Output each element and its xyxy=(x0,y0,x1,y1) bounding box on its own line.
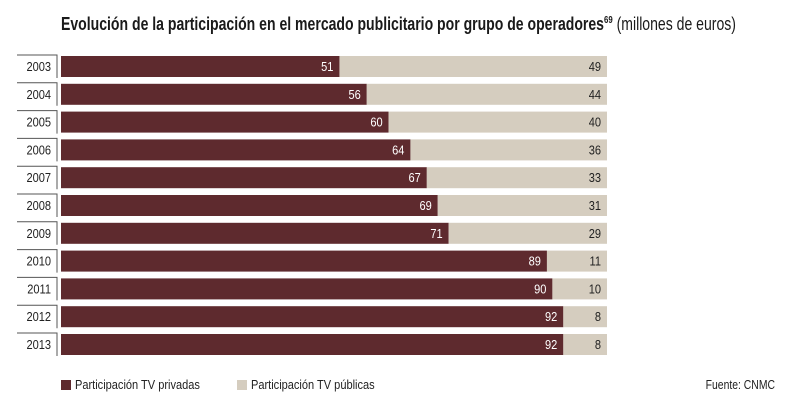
value-label-private: 89 xyxy=(529,254,542,269)
year-label: 2012 xyxy=(26,309,51,324)
value-label-public: 10 xyxy=(589,282,602,297)
year-label-frame xyxy=(17,137,58,162)
value-label-private: 56 xyxy=(348,87,361,102)
bar-public xyxy=(426,167,607,189)
bar-public xyxy=(552,278,607,300)
value-label-public: 8 xyxy=(595,309,601,324)
year-label-frame xyxy=(17,276,58,301)
chart-title: Evolución de la participación en el merc… xyxy=(61,14,736,34)
value-label-public: 8 xyxy=(595,337,601,352)
year-label-frame xyxy=(17,54,58,78)
bar-private xyxy=(61,278,553,300)
bar-private xyxy=(61,222,449,244)
bar-private xyxy=(61,334,564,355)
value-label-public: 11 xyxy=(590,254,602,269)
bar-public xyxy=(366,83,607,105)
value-label-private: 92 xyxy=(545,337,558,352)
year-label: 2013 xyxy=(26,337,51,352)
year-label: 2011 xyxy=(27,282,51,297)
bar-public xyxy=(410,139,607,161)
value-label-public: 44 xyxy=(589,87,602,102)
bar-public xyxy=(448,222,607,244)
bar-private xyxy=(61,83,367,105)
bar-private xyxy=(61,111,389,133)
value-label-private: 60 xyxy=(370,115,383,130)
legend-swatch xyxy=(237,380,247,390)
bar-public xyxy=(339,56,607,77)
bar-public xyxy=(388,111,607,133)
year-label: 2010 xyxy=(26,254,51,269)
year-label: 2008 xyxy=(26,198,51,213)
value-label-private: 92 xyxy=(545,309,558,324)
value-label-public: 29 xyxy=(589,226,602,241)
year-label-frame xyxy=(17,221,58,245)
source-note: Fuente: CNMC xyxy=(706,378,776,392)
year-label: 2004 xyxy=(26,87,51,102)
bar-public xyxy=(437,195,607,216)
bar-private xyxy=(61,195,438,216)
year-label-frame xyxy=(17,332,58,356)
value-label-public: 49 xyxy=(589,59,602,74)
value-label-private: 67 xyxy=(409,170,422,185)
bar-private xyxy=(61,139,411,161)
bar-private xyxy=(61,250,547,272)
value-label-private: 69 xyxy=(419,198,432,213)
year-label-frame xyxy=(17,304,58,329)
year-label: 2009 xyxy=(26,226,51,241)
year-label-frame xyxy=(17,82,58,106)
year-label-frame xyxy=(17,110,58,134)
value-label-public: 33 xyxy=(589,170,602,185)
year-label: 2005 xyxy=(26,115,51,130)
value-label-public: 36 xyxy=(589,143,602,158)
year-label-frame xyxy=(17,165,58,190)
value-label-public: 40 xyxy=(589,115,602,130)
legend-label: Participación TV privadas xyxy=(75,377,200,392)
year-label-frame xyxy=(17,249,58,273)
bar-public xyxy=(563,306,607,328)
bar-private xyxy=(61,167,427,189)
value-label-private: 51 xyxy=(321,59,334,74)
legend-label: Participación TV públicas xyxy=(251,377,375,392)
value-label-private: 64 xyxy=(392,143,405,158)
year-label: 2006 xyxy=(26,143,51,158)
year-label: 2003 xyxy=(26,59,51,74)
year-label-frame xyxy=(17,193,58,217)
value-label-public: 31 xyxy=(589,198,602,213)
legend-swatch xyxy=(61,380,71,390)
bar-private xyxy=(61,306,564,328)
bar-public xyxy=(563,334,607,355)
value-label-private: 71 xyxy=(430,226,443,241)
value-label-private: 90 xyxy=(534,282,547,297)
bar-public xyxy=(546,250,607,272)
year-label: 2007 xyxy=(26,170,51,185)
bar-private xyxy=(61,56,340,77)
